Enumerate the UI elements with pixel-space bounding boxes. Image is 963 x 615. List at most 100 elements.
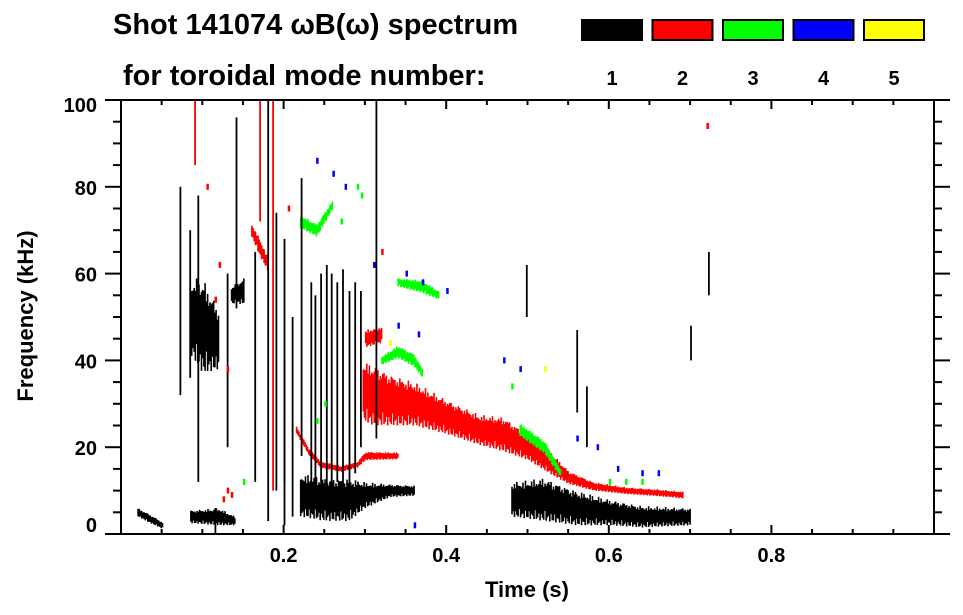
spectral-strip: [353, 487, 356, 512]
spectral-strip: [588, 499, 590, 524]
spectral-strip: [546, 483, 549, 518]
spectral-strip: [678, 492, 680, 499]
spectral-strip: [516, 428, 518, 452]
spectral-strip: [549, 456, 551, 471]
spectral-strip: [458, 407, 461, 432]
spectral-strip: [674, 511, 677, 525]
spectral-strip: [386, 486, 388, 499]
spectral-strip: [354, 480, 357, 517]
spectral-strip: [349, 482, 352, 510]
spectral-strip: [390, 376, 393, 425]
spectral-strip: [600, 483, 602, 491]
spectral-strip: [505, 421, 507, 452]
spectral-strip: [358, 484, 360, 512]
spectral-strip: [324, 212, 326, 222]
spectral-strip: [377, 453, 380, 459]
spectral-strip: [207, 509, 209, 525]
spectral-strip: [393, 452, 395, 459]
spectral-strip: [390, 486, 392, 497]
spectral-strip: [403, 387, 406, 420]
spectral-strip: [618, 506, 621, 525]
spectral-strip: [321, 216, 324, 227]
mode-4-fragment: [519, 366, 522, 373]
spectral-strip: [370, 452, 372, 460]
spectral-strip: [477, 417, 479, 444]
spectral-strip: [650, 508, 652, 525]
mode-2-spike: [272, 360, 274, 491]
mode-1-spike: [179, 186, 182, 396]
spectral-strip: [462, 413, 465, 435]
spectral-strip: [635, 509, 638, 527]
spectral-strip: [208, 510, 210, 522]
spectral-strip: [623, 486, 625, 494]
spectral-strip: [158, 520, 160, 527]
spectral-strip: [375, 453, 377, 459]
spectral-strip: [323, 214, 325, 224]
spectral-strip: [679, 491, 682, 498]
x-tick-label: 0.4: [432, 545, 461, 567]
spectral-strip: [399, 485, 402, 497]
spectral-strip: [425, 284, 428, 295]
spectral-strip: [406, 389, 408, 425]
spectral-strip: [387, 485, 390, 497]
spectral-strip: [668, 491, 671, 498]
spectral-strip: [632, 487, 634, 493]
spectral-strip: [223, 513, 225, 526]
spectral-strip: [564, 468, 567, 480]
spectral-strip: [398, 347, 400, 359]
spectral-strip: [611, 503, 613, 520]
spectral-strip: [651, 489, 654, 495]
spectral-strip: [384, 486, 386, 499]
spectral-strip: [307, 475, 309, 517]
spectral-strip: [542, 486, 545, 520]
spectral-strip: [316, 225, 319, 234]
mode-1-spike: [576, 330, 579, 413]
spectral-strip: [539, 480, 541, 521]
spectral-strip: [488, 420, 490, 442]
spectral-strip: [351, 485, 353, 519]
spectral-strip: [645, 508, 647, 527]
spectral-strip: [591, 482, 594, 491]
spectral-strip: [327, 208, 330, 216]
spectral-strip: [396, 485, 398, 497]
spectral-strip: [199, 294, 202, 355]
spectral-strip: [405, 352, 408, 362]
spectral-strip: [401, 487, 403, 494]
spectral-strip: [586, 480, 589, 488]
spectral-strip: [528, 438, 530, 460]
spectral-strip: [368, 332, 371, 344]
spectral-strip: [220, 511, 223, 525]
spectral-strip: [447, 405, 450, 435]
mode-1-spike: [586, 386, 588, 448]
spectral-strip: [431, 286, 434, 297]
spectral-strip: [514, 428, 517, 456]
spectral-strip: [644, 509, 646, 526]
spectral-strip: [323, 463, 326, 468]
spectral-strip: [259, 242, 262, 255]
spectral-strip: [406, 485, 408, 497]
spectral-strip: [307, 219, 309, 231]
spectral-strip: [621, 505, 623, 521]
spectral-strip: [412, 354, 415, 365]
spectral-strip: [517, 485, 519, 517]
legend-label-mode-2: 2: [677, 68, 688, 90]
spectral-strip: [451, 407, 454, 435]
spectral-strip: [201, 289, 204, 359]
spectral-strip: [679, 509, 682, 525]
spectral-strip: [344, 465, 347, 471]
spectral-strip: [410, 353, 412, 365]
spectral-strip: [371, 452, 373, 459]
spectral-strip: [322, 462, 325, 468]
spectral-strip: [519, 432, 522, 451]
mode-1-spike: [325, 264, 328, 500]
spectral-strip: [389, 351, 392, 360]
spectral-strip: [471, 417, 473, 440]
spectral-strip: [529, 430, 531, 444]
spectral-strip: [673, 490, 675, 496]
spectral-strip: [583, 478, 585, 488]
spectral-strip: [408, 280, 410, 288]
spectral-strip: [390, 453, 393, 459]
spectral-strip: [161, 523, 164, 528]
spectral-strip: [552, 486, 555, 521]
spectral-strip: [265, 254, 268, 266]
